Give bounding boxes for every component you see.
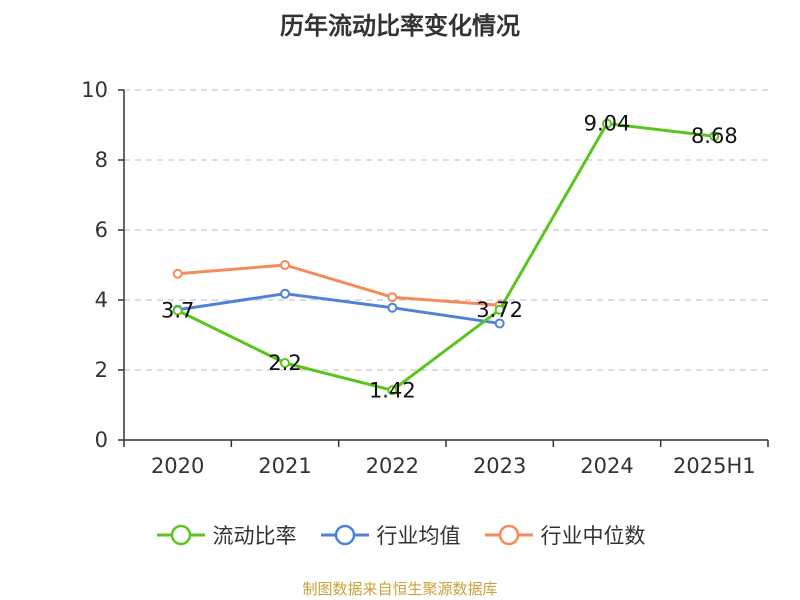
- data-point: [387, 292, 398, 303]
- series-line-2: [177, 263, 500, 307]
- legend-line-circle-icon: [156, 524, 205, 546]
- data-label: 8.68: [691, 124, 738, 148]
- legend: 流动比率 行业均值 行业中位数: [0, 520, 800, 550]
- data-label: 3.7: [161, 299, 194, 323]
- data-point: [387, 385, 398, 396]
- legend-item[interactable]: 行业中位数: [483, 520, 646, 550]
- data-point: [280, 358, 290, 368]
- x-tick-label: 2020: [151, 454, 204, 478]
- legend-item[interactable]: 行业均值: [319, 520, 461, 550]
- y-tick-label: 0: [95, 428, 108, 452]
- data-point: [172, 268, 183, 279]
- x-tick-label: 2025H1: [673, 454, 756, 478]
- data-point: [494, 304, 505, 315]
- legend-line-circle-icon: [320, 524, 369, 546]
- series-line-1: [177, 292, 500, 325]
- legend-label: 行业中位数: [540, 524, 646, 548]
- series-lines: [172, 118, 720, 396]
- data-point: [709, 131, 720, 142]
- data-point: [494, 318, 505, 329]
- data-point: [602, 118, 612, 129]
- chart-title: 历年流动比率变化情况: [280, 12, 520, 40]
- series-line-0: [177, 122, 715, 392]
- legend-line-circle-icon: [484, 524, 533, 546]
- data-point: [280, 288, 290, 299]
- x-tick-label: 2023: [473, 454, 526, 478]
- data-label: 9.04: [584, 112, 631, 136]
- legend-label: 行业均值: [376, 524, 461, 548]
- data-label: 1.42: [369, 378, 416, 402]
- data-point: [172, 305, 183, 316]
- data-label: 3.72: [476, 298, 523, 322]
- x-tick-label: 2024: [580, 454, 633, 478]
- y-tick-label: 8: [95, 148, 108, 172]
- data-label: 2.2: [268, 351, 301, 375]
- y-tick-label: 6: [95, 218, 108, 242]
- source-note: 制图数据来自恒生聚源数据库: [302, 580, 498, 598]
- data-point: [280, 260, 290, 270]
- data-point: [387, 302, 398, 313]
- y-tick-label: 2: [95, 358, 108, 382]
- y-tick-label: 4: [95, 288, 108, 312]
- legend-item[interactable]: 流动比率: [155, 520, 297, 550]
- x-tick-label: 2021: [258, 454, 311, 478]
- data-labels: 3.7 2.2 1.42 3.72 9.04 8.68: [161, 112, 738, 403]
- x-tick-label: 2022: [366, 454, 419, 478]
- legend-label: 流动比率: [212, 524, 297, 548]
- y-tick-label: 10: [81, 78, 108, 102]
- line-chart: 0 2 4 6 8 10 2020 2021 2022 2023 2024 2025H1 3.7 2.2…: [81, 78, 769, 478]
- axes: 0 2 4 6 8 10 2020 2021 2022 2023 2024 2025H1: [81, 78, 769, 478]
